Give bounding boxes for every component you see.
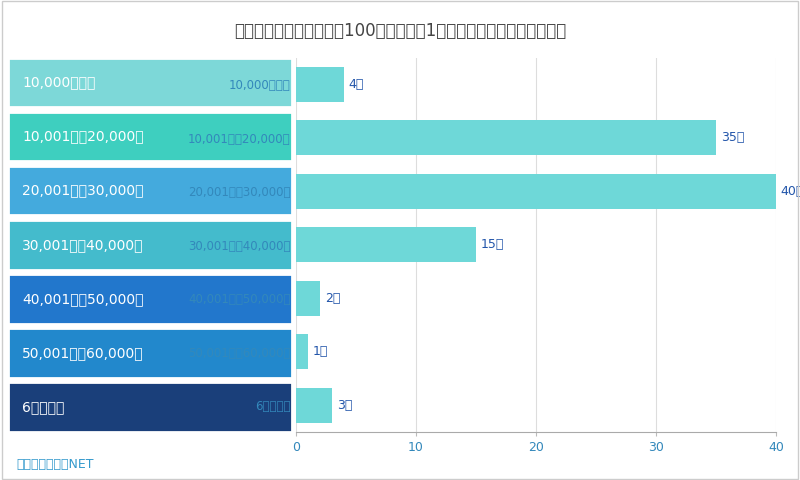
Text: 50,001円～60,000円: 50,001円～60,000円 (22, 346, 144, 360)
FancyBboxPatch shape (8, 220, 292, 270)
Text: 10,000円以下: 10,000円以下 (22, 75, 95, 89)
FancyBboxPatch shape (8, 58, 292, 107)
Text: 30,001円～40,000円: 30,001円～40,000円 (22, 238, 144, 252)
Text: 15人: 15人 (481, 238, 504, 252)
Bar (296, 281, 320, 316)
Text: 10,001円～20,000円: 10,001円～20,000円 (22, 130, 144, 144)
Text: 35人: 35人 (721, 132, 744, 144)
Text: 40人: 40人 (781, 185, 800, 198)
Bar (296, 228, 476, 262)
Bar (296, 174, 776, 209)
Bar (296, 335, 308, 369)
Text: 40,001円～50,000円: 40,001円～50,000円 (22, 292, 144, 306)
Text: 2人: 2人 (325, 292, 340, 305)
Text: 出所：風俗広告NET: 出所：風俗広告NET (16, 458, 94, 471)
FancyBboxPatch shape (8, 328, 292, 378)
Text: 3人: 3人 (337, 399, 352, 412)
Text: 20,001円～30,000円: 20,001円～30,000円 (22, 184, 144, 198)
Bar (296, 67, 344, 102)
FancyBboxPatch shape (8, 383, 292, 432)
Text: 4人: 4人 (349, 78, 364, 91)
FancyBboxPatch shape (8, 112, 292, 161)
Bar (296, 120, 716, 155)
Bar (296, 388, 332, 423)
Text: 6万円以上: 6万円以上 (22, 400, 65, 414)
Text: 図表：風俗店に通う男性100人に、風俗1回に使う金額を調査した結果: 図表：風俗店に通う男性100人に、風俗1回に使う金額を調査した結果 (234, 22, 566, 40)
FancyBboxPatch shape (8, 274, 292, 324)
Text: 1人: 1人 (313, 345, 328, 358)
FancyBboxPatch shape (8, 166, 292, 216)
